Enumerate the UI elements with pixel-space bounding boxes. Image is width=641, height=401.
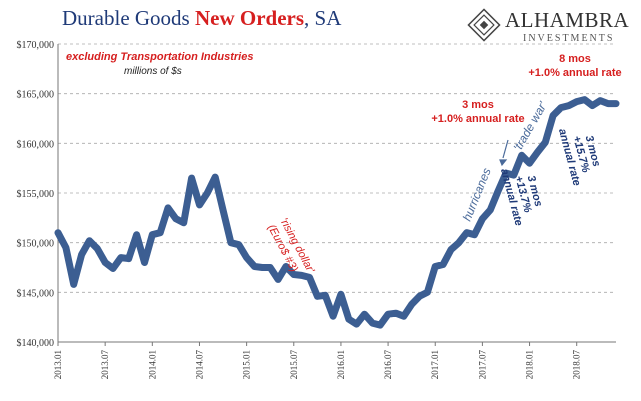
x-tick-label: 2016.07 [383, 350, 393, 380]
x-tick-label: 2016.01 [336, 350, 346, 379]
x-tick-label: 2014.07 [194, 350, 204, 380]
x-axis-ticks: 2013.01 2013.07 2014.01 2014.07 2015.01 2015.… [53, 342, 582, 379]
x-tick-label: 2014.01 [147, 350, 157, 379]
annotation-8mos-red: 8 mos +1.0% annual rate [528, 53, 621, 79]
y-tick-label: $155,000 [17, 189, 55, 200]
annotation-3mos-blue-left: 3 mos +13.7% annual rate [498, 167, 544, 227]
annotations: 'rising dollar' (Euro$ #3) hurricanes 't… [265, 53, 622, 276]
x-tick-label: 2018.07 [572, 350, 582, 380]
annotation-3mos-red-line1: 3 mos [462, 99, 494, 111]
annotation-8mos-red-line1: 8 mos [559, 53, 591, 65]
hurricane-arrow [502, 139, 509, 159]
x-tick-label: 2015.01 [242, 350, 252, 379]
annotation-3mos-blue-right: 3 mos +15.7% annual rate [556, 127, 602, 187]
y-tick-label: $145,000 [17, 288, 55, 299]
annotation-3mos-red-line2: +1.0% annual rate [431, 113, 524, 125]
x-tick-label: 2017.07 [477, 350, 487, 380]
alhambra-logo: ALHAMBRA INVESTMENTS [465, 6, 637, 46]
x-tick-label: 2017.01 [430, 350, 440, 379]
annotation-arrows [499, 139, 509, 167]
annotation-8mos-red-line2: +1.0% annual rate [528, 67, 621, 79]
y-tick-label: $160,000 [17, 139, 55, 150]
annotation-3mos-red: 3 mos +1.0% annual rate [431, 99, 524, 125]
chart-title-part3: , SA [304, 6, 342, 30]
chart-units: millions of $s [124, 66, 182, 77]
logo-subtitle: INVESTMENTS [523, 33, 615, 44]
x-tick-label: 2018.01 [525, 350, 535, 379]
x-tick-label: 2015.07 [289, 350, 299, 380]
series-line [54, 96, 620, 329]
y-tick-label: $170,000 [17, 40, 55, 51]
y-axis-ticks: $140,000 $145,000 $150,000 $155,000 $160,000… [17, 40, 55, 349]
chart-title: Durable Goods New Orders, SA [62, 6, 341, 31]
chart-title-part1: Durable Goods [62, 6, 195, 30]
hurricane-arrow-head [499, 159, 508, 167]
x-tick-label: 2013.01 [53, 350, 63, 379]
logo-name: ALHAMBRA [505, 8, 630, 32]
axes [57, 44, 616, 343]
x-tick-label: 2013.07 [100, 350, 110, 380]
alhambra-logo-icon [467, 8, 501, 42]
y-tick-label: $140,000 [17, 338, 55, 349]
y-tick-label: $150,000 [17, 239, 55, 250]
grid-lines [58, 43, 616, 293]
chart-title-part2: New Orders [194, 6, 305, 30]
y-tick-label: $165,000 [17, 90, 55, 101]
chart-subtitle: excluding Transportation Industries [66, 51, 253, 63]
